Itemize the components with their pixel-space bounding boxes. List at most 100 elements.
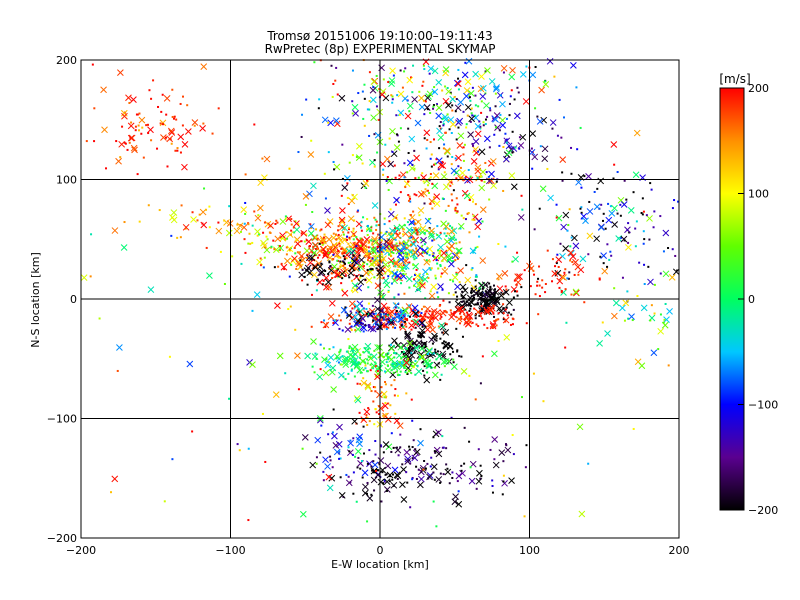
data-point-dot (330, 272, 333, 275)
data-point-cross (254, 214, 262, 222)
data-point-dot (457, 309, 460, 312)
data-point-cross (574, 263, 582, 271)
data-point-dot (469, 466, 472, 469)
data-point-dot (477, 105, 480, 108)
data-point-dot (205, 208, 208, 211)
data-point-dot (357, 92, 360, 95)
data-point-dot (472, 296, 475, 299)
data-point-dot (583, 301, 586, 304)
data-point-dot (391, 98, 394, 101)
data-point-dot (577, 273, 580, 276)
data-point-dot (398, 174, 401, 177)
data-point-dot (385, 230, 388, 233)
data-point-dot (244, 251, 247, 254)
data-point-dot (407, 253, 410, 256)
data-point-dot (417, 468, 420, 471)
data-point-cross (170, 209, 178, 216)
data-point-dot (413, 309, 416, 312)
data-point-dot (400, 357, 403, 360)
data-point-dot (345, 257, 348, 260)
data-point-dot (570, 293, 573, 296)
data-point-dot (398, 314, 401, 317)
data-point-dot (320, 262, 323, 265)
data-point-dot (414, 360, 417, 363)
data-point-cross (451, 252, 459, 260)
data-point-dot (423, 283, 426, 286)
data-point-dot (278, 245, 281, 248)
data-point-dot (369, 353, 372, 356)
data-point-cross (355, 317, 362, 325)
data-point-dot (518, 147, 521, 150)
data-point-cross (389, 67, 396, 75)
data-point-dot (465, 264, 468, 267)
data-point-cross (342, 361, 350, 368)
data-point-dot (163, 500, 166, 503)
grid-lines (81, 60, 679, 538)
data-point-dot (387, 358, 390, 361)
data-point-dot (430, 165, 433, 168)
data-point-cross (355, 284, 363, 292)
data-point-dot (466, 212, 469, 215)
data-point-dot (128, 101, 131, 104)
data-point-dot (447, 342, 450, 345)
data-point-cross (332, 319, 339, 327)
data-point-dot (414, 239, 417, 242)
data-point-cross (383, 281, 391, 289)
data-point-dot (292, 226, 295, 229)
x-tick-label: 100 (519, 544, 540, 557)
data-point-dot (331, 277, 334, 280)
data-point-cross (493, 112, 501, 119)
data-point-cross (425, 362, 433, 370)
data-point-dot (357, 209, 360, 212)
data-point-dot (303, 275, 306, 278)
data-point-dot (387, 317, 390, 320)
data-point-dot (152, 79, 155, 82)
data-point-cross (491, 436, 499, 443)
data-point-dot (425, 229, 428, 232)
data-point-dot (270, 245, 273, 248)
data-point-dot (380, 253, 383, 256)
data-point-cross (100, 86, 107, 94)
data-point-dot (393, 259, 396, 262)
data-point-dot (148, 89, 151, 92)
data-point-cross (531, 153, 539, 161)
data-point-dot (329, 265, 332, 268)
data-point-dot (420, 336, 423, 339)
data-point-dot (157, 105, 160, 108)
data-point-dot (381, 316, 384, 319)
data-point-dot (653, 283, 656, 286)
data-point-dot (387, 250, 390, 253)
data-point-dot (123, 221, 126, 224)
data-point-dot (301, 279, 304, 282)
data-point-dot (326, 360, 329, 363)
data-point-dot (561, 179, 564, 182)
data-point-dot (351, 453, 354, 456)
data-point-dot (217, 107, 220, 110)
data-point-dot (626, 229, 629, 232)
data-point-cross (351, 103, 359, 111)
data-point-dot (349, 326, 352, 329)
data-point-cross (325, 235, 333, 243)
data-point-dot (456, 295, 459, 298)
data-point-dot (604, 227, 607, 230)
data-point-dot (451, 199, 454, 202)
data-point-dot (374, 390, 377, 393)
data-point-dot (502, 146, 505, 149)
data-point-dot (474, 114, 477, 117)
data-point-dot (389, 261, 392, 264)
data-point-dot (351, 307, 354, 310)
data-point-dot (423, 365, 426, 368)
data-point-dot (454, 206, 457, 209)
data-point-dot (375, 220, 378, 223)
data-point-cross (314, 436, 322, 444)
data-point-dot (362, 265, 365, 268)
data-point-dot (262, 266, 265, 269)
data-point-dot (176, 236, 179, 239)
data-point-dot (355, 156, 358, 159)
data-point-dot (480, 179, 483, 182)
data-point-dot (172, 117, 175, 120)
data-point-dot (436, 225, 439, 228)
data-point-cross (570, 61, 577, 69)
data-point-cross (240, 224, 248, 231)
data-point-cross (450, 227, 458, 235)
